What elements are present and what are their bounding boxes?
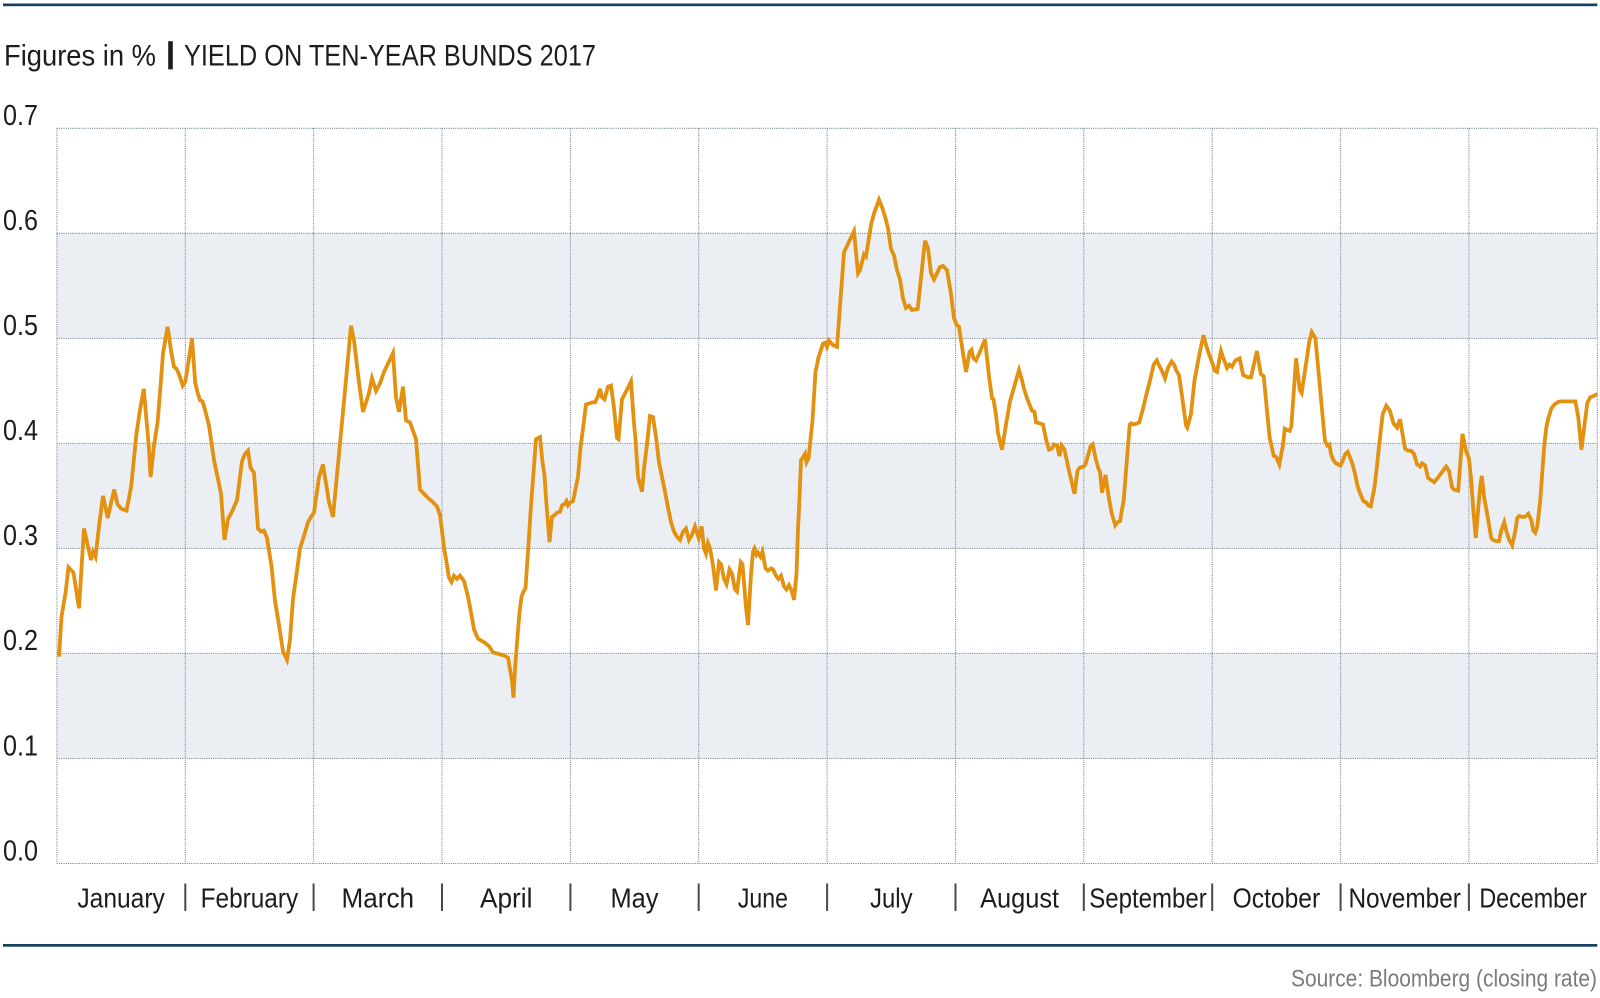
svg-text:February: February <box>201 883 299 914</box>
svg-text:December: December <box>1479 883 1587 914</box>
svg-text:January: January <box>77 883 165 914</box>
svg-text:0.7: 0.7 <box>3 100 38 132</box>
svg-text:0.5: 0.5 <box>3 310 38 342</box>
svg-text:0.2: 0.2 <box>3 625 38 657</box>
svg-text:June: June <box>738 883 788 914</box>
svg-text:Figures in %: Figures in % <box>4 39 156 72</box>
svg-text:0.6: 0.6 <box>3 205 38 237</box>
svg-text:April: April <box>480 883 533 914</box>
svg-text:Source: Bloomberg (closing rat: Source: Bloomberg (closing rate) <box>1291 966 1597 993</box>
svg-text:November: November <box>1348 883 1461 914</box>
svg-text:0.1: 0.1 <box>3 730 38 762</box>
svg-text:March: March <box>342 883 415 914</box>
svg-text:May: May <box>611 883 659 914</box>
svg-text:0.3: 0.3 <box>3 520 38 552</box>
svg-text:July: July <box>870 883 913 914</box>
svg-text:October: October <box>1233 883 1321 914</box>
svg-text:YIELD ON TEN-YEAR BUNDS 2017: YIELD ON TEN-YEAR BUNDS 2017 <box>184 39 596 72</box>
svg-text:0.4: 0.4 <box>3 415 38 447</box>
svg-text:0.0: 0.0 <box>3 835 38 867</box>
svg-text:September: September <box>1089 883 1207 914</box>
svg-text:August: August <box>980 883 1059 914</box>
